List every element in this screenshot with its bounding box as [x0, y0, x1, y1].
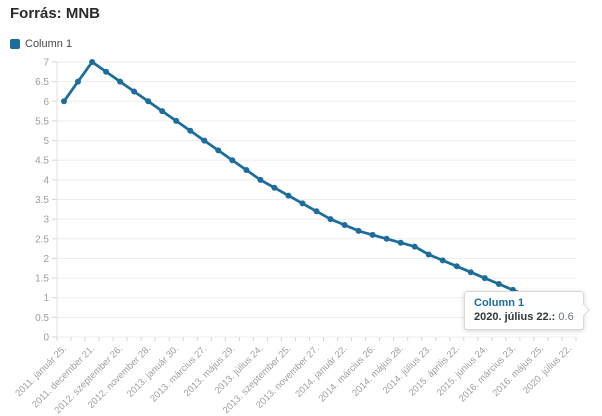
data-point[interactable]	[327, 216, 334, 223]
data-point[interactable]	[117, 78, 124, 85]
y-axis-label: 4.5	[35, 156, 49, 167]
legend-marker-icon	[10, 39, 20, 49]
data-point[interactable]	[75, 78, 81, 85]
data-point[interactable]	[453, 263, 460, 270]
data-point[interactable]	[369, 231, 376, 238]
data-point[interactable]	[425, 251, 432, 258]
tooltip: Column 1 2020. július 22.: 0.6	[464, 291, 590, 330]
data-point[interactable]	[159, 108, 166, 115]
data-point[interactable]	[355, 227, 362, 234]
y-axis-label: 0	[43, 333, 49, 344]
tooltip-value-line: 2020. július 22.: 0.6	[474, 310, 574, 324]
data-point[interactable]	[439, 257, 446, 264]
y-axis-label: 0.5	[35, 313, 49, 324]
data-point[interactable]	[243, 167, 250, 173]
data-point[interactable]	[173, 117, 180, 124]
data-point[interactable]	[201, 137, 208, 144]
y-axis-label: 6.5	[35, 77, 49, 88]
data-point[interactable]	[131, 88, 138, 95]
data-point[interactable]	[383, 235, 390, 242]
legend-item-column1[interactable]: Column 1	[10, 38, 72, 50]
data-point[interactable]	[481, 275, 488, 282]
y-axis-label: 6	[43, 97, 49, 108]
series-line[interactable]	[62, 60, 571, 315]
data-point[interactable]	[285, 192, 292, 199]
y-axis-label: 5	[43, 136, 49, 147]
data-point[interactable]	[89, 59, 96, 65]
y-axis-label: 2	[43, 254, 49, 265]
data-point[interactable]	[313, 208, 320, 215]
data-point[interactable]	[495, 281, 502, 287]
data-point[interactable]	[229, 157, 236, 164]
chart-title: Forrás: MNB	[10, 5, 101, 22]
data-point[interactable]	[215, 147, 222, 154]
data-point[interactable]	[467, 269, 474, 276]
y-axis-label: 3	[43, 215, 49, 226]
y-axis-label: 1.5	[35, 274, 49, 285]
data-point[interactable]	[145, 98, 152, 105]
y-axis-label: 1	[43, 293, 49, 304]
tooltip-value: 0.6	[558, 311, 574, 323]
tooltip-category: 2020. július 22.:	[474, 311, 556, 323]
y-axis-label: 4	[43, 175, 49, 186]
data-point[interactable]	[187, 127, 194, 134]
data-point[interactable]	[257, 176, 264, 183]
data-point[interactable]	[397, 239, 404, 246]
data-point[interactable]	[299, 200, 306, 207]
y-axis-label: 2.5	[35, 234, 49, 245]
data-point[interactable]	[61, 98, 67, 105]
legend-label: Column 1	[25, 38, 73, 50]
y-axis-label: 3.5	[35, 195, 49, 206]
data-point[interactable]	[271, 184, 278, 191]
data-point[interactable]	[411, 243, 418, 250]
data-point[interactable]	[341, 222, 348, 228]
y-axis-label: 7	[43, 58, 49, 69]
tooltip-series-name: Column 1	[474, 297, 525, 309]
data-point[interactable]	[103, 68, 110, 75]
y-axis-label: 5.5	[35, 116, 49, 127]
